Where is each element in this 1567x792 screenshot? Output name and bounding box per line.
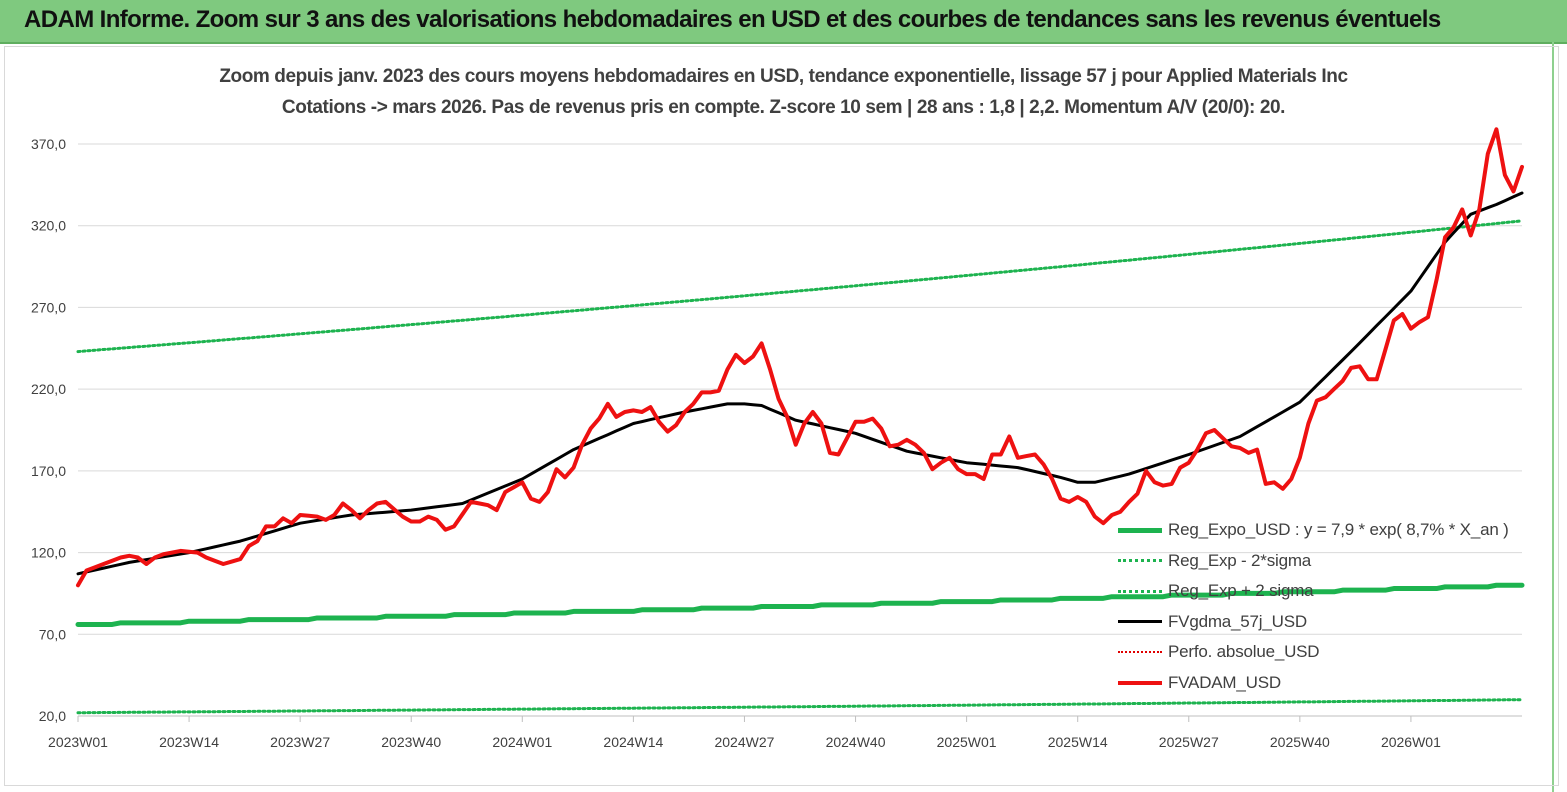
x-tick-label: 2025W01 [937,734,997,750]
y-axis-ticks: 20,0 70,0 120,0 170,0 220,0 270,0 320,0 370,0 [31,136,66,724]
series-group [75,127,1525,715]
x-tick-label: 2023W27 [270,734,330,750]
y-tick-label: 370,0 [31,136,66,152]
y-tick-label: 120,0 [31,545,66,561]
x-tick-label: 2024W14 [603,734,663,750]
x-tick-label: 2024W40 [826,734,886,750]
banner-title: ADAM Informe. Zoom sur 3 ans des valoris… [24,6,1441,33]
reg-exp-plus-2sigma-series [76,219,1524,354]
legend-label: FVgdma_57j_USD [1168,611,1307,631]
y-tick-label: 320,0 [31,218,66,234]
legend-swatch [1118,589,1162,593]
legend-label: FVADAM_USD [1168,672,1281,692]
chart-subtitle: Cotations -> mars 2026. Pas de revenus p… [281,97,1286,118]
legend-swatch [1118,680,1162,685]
gridlines [78,143,1522,717]
legend-label: Reg_Exp + 2 sigma [1168,581,1314,601]
reg-exp-minus-2sigma-series [76,698,1524,715]
y-tick-label: 170,0 [31,463,66,479]
x-tick-label: 2024W27 [714,734,774,750]
legend-item-reg-exp-minus: Reg_Exp - 2*sigma [1118,546,1518,577]
legend: Reg_Expo_USD : y = 7,9 * exp( 8,7% * X_a… [1118,515,1518,698]
legend-label: Reg_Expo_USD : y = 7,9 * exp( 8,7% * X_a… [1168,520,1509,540]
x-tick-label: 2023W14 [159,734,219,750]
x-axis-ticks: 2023W01 2023W14 2023W27 2023W40 2024W01 2024W… [48,715,1522,750]
x-tick-label: 2026W01 [1381,734,1441,750]
legend-swatch [1118,651,1162,654]
legend-item-reg-exp-plus: Reg_Exp + 2 sigma [1118,576,1518,607]
legend-item-fvgdma: FVgdma_57j_USD [1118,607,1518,638]
legend-item-perfo: Perfo. absolue_USD [1118,637,1518,668]
legend-swatch [1118,527,1162,533]
y-tick-label: 70,0 [39,626,66,642]
x-tick-label: 2025W27 [1159,734,1219,750]
legend-label: Perfo. absolue_USD [1168,642,1320,662]
right-edge-divider [1552,42,1554,792]
y-tick-label: 20,0 [39,708,66,724]
legend-item-fvadam: FVADAM_USD [1118,668,1518,699]
title-banner: ADAM Informe. Zoom sur 3 ans des valoris… [0,0,1567,44]
x-tick-label: 2024W01 [492,734,552,750]
legend-swatch [1118,559,1162,563]
fvgdma-57j-series [76,191,1524,576]
y-tick-label: 270,0 [31,299,66,315]
y-tick-label: 220,0 [31,381,66,397]
legend-swatch [1118,620,1162,624]
x-tick-label: 2025W14 [1048,734,1108,750]
legend-item-reg-expo: Reg_Expo_USD : y = 7,9 * exp( 8,7% * X_a… [1118,515,1518,546]
chart-frame [4,46,1559,786]
chart-title: Zoom depuis janv. 2023 des cours moyens … [219,66,1348,87]
legend-label: Reg_Exp - 2*sigma [1168,550,1312,570]
fvadam-series [76,127,1524,588]
x-tick-label: 2023W40 [381,734,441,750]
reg-expo-series [75,582,1525,627]
x-tick-label: 2023W01 [48,734,108,750]
x-tick-label: 2025W40 [1270,734,1330,750]
